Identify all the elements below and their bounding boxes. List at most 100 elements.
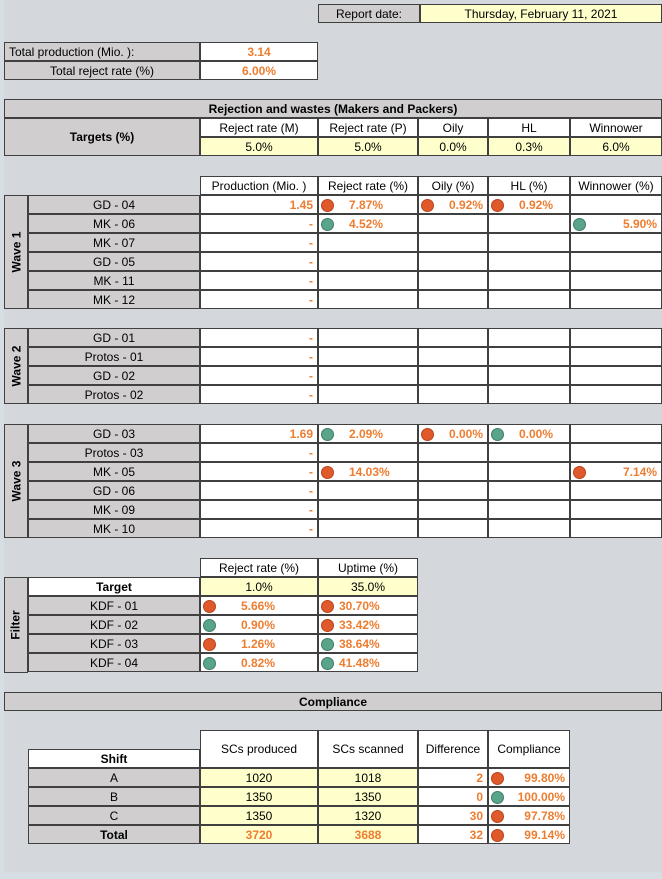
oily-value: 0.92% xyxy=(418,195,488,214)
reject-value xyxy=(318,271,418,290)
status-red-dot-icon xyxy=(491,772,504,785)
sc-produced-value[interactable]: 1020 xyxy=(200,768,318,787)
status-red-dot-icon xyxy=(491,199,504,212)
report-sheet: Report date: Thursday, February 11, 2021… xyxy=(4,0,662,872)
total-production-value: 3.14 xyxy=(200,42,318,61)
compliance-value: 99.80% xyxy=(488,768,570,787)
reject-value xyxy=(318,385,418,404)
hl-value xyxy=(488,214,570,233)
status-green-dot-icon xyxy=(321,657,334,670)
oily-value xyxy=(418,519,488,538)
production-value: - xyxy=(200,290,318,309)
filter-uptime-value: 38.64% xyxy=(318,634,418,653)
compliance-title: Compliance xyxy=(4,692,662,711)
reject-value xyxy=(318,500,418,519)
total-reject-label: Total reject rate (%) xyxy=(4,61,200,80)
machine-name: MK - 09 xyxy=(28,500,200,519)
sc-scanned-value[interactable]: 1350 xyxy=(318,787,418,806)
reject-value: 14.03% xyxy=(318,462,418,481)
filter-machine-name: KDF - 03 xyxy=(28,634,200,653)
winnower-value xyxy=(570,443,662,462)
column-header-0: Production (Mio. ) xyxy=(200,176,318,195)
machine-name: MK - 07 xyxy=(28,233,200,252)
difference-value: 0 xyxy=(418,787,488,806)
column-header-3: HL (%) xyxy=(488,176,570,195)
wave-label: Wave 1 xyxy=(4,195,28,309)
target-value-2[interactable]: 0.0% xyxy=(418,137,488,156)
target-value-3[interactable]: 0.3% xyxy=(488,137,570,156)
machine-name: GD - 04 xyxy=(28,195,200,214)
oily-value xyxy=(418,252,488,271)
winnower-value xyxy=(570,366,662,385)
reject-value: 2.09% xyxy=(318,424,418,443)
reject-value xyxy=(318,252,418,271)
column-header-4: Winnower (%) xyxy=(570,176,662,195)
wave-label: Wave 3 xyxy=(4,424,28,538)
total-production-label: Total production (Mio. ): xyxy=(4,42,200,61)
hl-value xyxy=(488,290,570,309)
production-value: - xyxy=(200,347,318,366)
filter-header-uptime: Uptime (%) xyxy=(318,558,418,577)
status-red-dot-icon xyxy=(321,466,334,479)
shift-name: A xyxy=(28,768,200,787)
winnower-value: 5.90% xyxy=(570,214,662,233)
winnower-value xyxy=(570,290,662,309)
oily-value xyxy=(418,385,488,404)
winnower-value xyxy=(570,233,662,252)
target-value-1[interactable]: 5.0% xyxy=(318,137,418,156)
status-green-dot-icon xyxy=(203,619,216,632)
target-header-3: HL xyxy=(488,118,570,137)
sc-produced-value: 3720 xyxy=(200,825,318,844)
hl-value: 0.00% xyxy=(488,424,570,443)
production-value: - xyxy=(200,481,318,500)
winnower-value xyxy=(570,385,662,404)
filter-machine-name: KDF - 01 xyxy=(28,596,200,615)
production-value: - xyxy=(200,500,318,519)
reject-value: 7.87% xyxy=(318,195,418,214)
compliance-header-produced: SCs produced xyxy=(200,730,318,768)
column-header-2: Oily (%) xyxy=(418,176,488,195)
hl-value xyxy=(488,500,570,519)
machine-name: GD - 02 xyxy=(28,366,200,385)
machine-name: MK - 06 xyxy=(28,214,200,233)
oily-value xyxy=(418,481,488,500)
production-value: - xyxy=(200,328,318,347)
sc-scanned-value[interactable]: 1320 xyxy=(318,806,418,825)
machine-name: Protos - 01 xyxy=(28,347,200,366)
winnower-value xyxy=(570,424,662,443)
oily-value xyxy=(418,347,488,366)
hl-value xyxy=(488,462,570,481)
filter-machine-name: KDF - 02 xyxy=(28,615,200,634)
status-green-dot-icon xyxy=(573,218,586,231)
production-value: - xyxy=(200,462,318,481)
report-date-value[interactable]: Thursday, February 11, 2021 xyxy=(420,4,662,23)
target-value-4[interactable]: 6.0% xyxy=(570,137,662,156)
sc-scanned-value: 3688 xyxy=(318,825,418,844)
machine-name: GD - 03 xyxy=(28,424,200,443)
reject-value xyxy=(318,519,418,538)
hl-value xyxy=(488,252,570,271)
filter-target-uptime[interactable]: 35.0% xyxy=(318,577,418,596)
sc-produced-value[interactable]: 1350 xyxy=(200,806,318,825)
machine-name: MK - 10 xyxy=(28,519,200,538)
reject-value xyxy=(318,443,418,462)
compliance-header-difference: Difference xyxy=(418,730,488,768)
production-value: - xyxy=(200,385,318,404)
production-value: - xyxy=(200,366,318,385)
filter-label: Filter xyxy=(4,577,28,673)
winnower-value xyxy=(570,328,662,347)
filter-machine-name: KDF - 04 xyxy=(28,653,200,672)
oily-value xyxy=(418,462,488,481)
target-value-0[interactable]: 5.0% xyxy=(200,137,318,156)
reject-value xyxy=(318,481,418,500)
difference-value: 30 xyxy=(418,806,488,825)
winnower-value xyxy=(570,347,662,366)
filter-target-reject[interactable]: 1.0% xyxy=(200,577,318,596)
machine-name: MK - 11 xyxy=(28,271,200,290)
winnower-value: 7.14% xyxy=(570,462,662,481)
target-header-0: Reject rate (M) xyxy=(200,118,318,137)
sc-scanned-value[interactable]: 1018 xyxy=(318,768,418,787)
status-red-dot-icon xyxy=(321,619,334,632)
sc-produced-value[interactable]: 1350 xyxy=(200,787,318,806)
production-value: 1.69 xyxy=(200,424,318,443)
